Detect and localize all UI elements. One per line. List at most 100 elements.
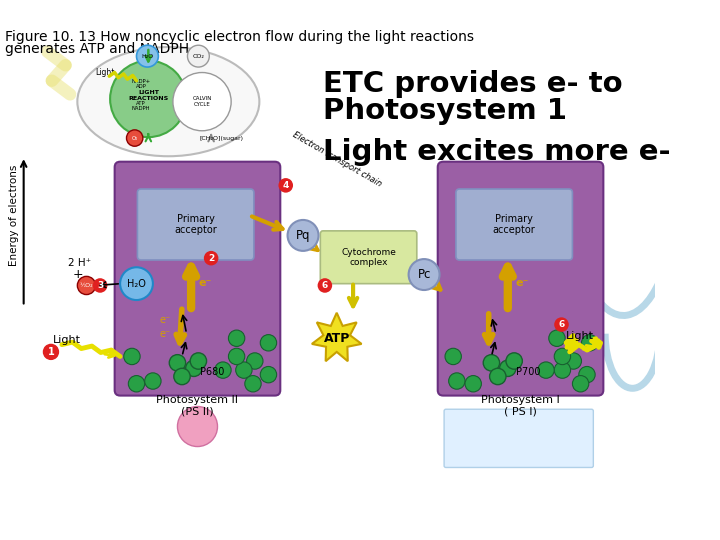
Circle shape [247, 353, 263, 369]
Text: e⁻: e⁻ [160, 329, 171, 339]
Circle shape [110, 60, 186, 137]
Circle shape [245, 375, 261, 392]
Circle shape [554, 348, 570, 364]
Text: CYCLE: CYCLE [194, 102, 210, 107]
Text: e⁻: e⁻ [515, 278, 528, 288]
FancyBboxPatch shape [114, 161, 280, 396]
Circle shape [260, 367, 276, 383]
Circle shape [169, 355, 186, 371]
Text: 4: 4 [282, 181, 289, 190]
Text: LIGHT: LIGHT [138, 90, 159, 95]
Text: 2 H⁺: 2 H⁺ [68, 258, 91, 268]
Circle shape [409, 259, 439, 290]
Text: NADPH: NADPH [132, 106, 150, 111]
FancyBboxPatch shape [138, 189, 254, 260]
Circle shape [465, 375, 482, 392]
Text: e⁻: e⁻ [160, 315, 171, 325]
Circle shape [145, 373, 161, 389]
Circle shape [174, 368, 190, 384]
Circle shape [445, 348, 462, 364]
Circle shape [235, 362, 252, 379]
Text: H₂O: H₂O [127, 279, 146, 289]
Circle shape [538, 362, 554, 379]
Circle shape [318, 278, 332, 293]
Text: Light excites more e-: Light excites more e- [323, 138, 671, 166]
Circle shape [565, 353, 582, 369]
Text: ½O₂: ½O₂ [80, 283, 94, 288]
Circle shape [490, 368, 506, 384]
Text: Primary
acceptor: Primary acceptor [174, 214, 217, 235]
Text: 1: 1 [48, 347, 54, 357]
Text: 6: 6 [559, 320, 564, 329]
FancyBboxPatch shape [456, 189, 572, 260]
Circle shape [128, 375, 145, 392]
Text: ETC provides e- to: ETC provides e- to [323, 70, 623, 98]
Circle shape [120, 267, 153, 300]
Circle shape [554, 362, 570, 379]
FancyBboxPatch shape [438, 161, 603, 396]
Text: O₂: O₂ [132, 136, 138, 140]
Circle shape [579, 367, 595, 383]
Text: P680: P680 [200, 367, 225, 377]
Circle shape [582, 335, 598, 351]
Text: CO₂: CO₂ [192, 53, 204, 59]
Circle shape [187, 45, 210, 67]
Text: Light: Light [53, 335, 81, 345]
Text: 6: 6 [322, 281, 328, 290]
Text: [CH₂O](sugar): [CH₂O](sugar) [199, 136, 243, 140]
Circle shape [228, 348, 245, 364]
Circle shape [500, 360, 516, 376]
Text: e⁻: e⁻ [199, 278, 212, 288]
Circle shape [287, 220, 318, 251]
Text: Light: Light [96, 68, 115, 77]
Circle shape [260, 335, 276, 351]
Text: Pq: Pq [296, 229, 310, 242]
Text: 3: 3 [97, 281, 103, 290]
Text: Pc: Pc [418, 268, 431, 281]
Text: ADP: ADP [135, 84, 146, 89]
Circle shape [186, 360, 202, 376]
Circle shape [554, 318, 569, 332]
Circle shape [127, 130, 143, 146]
Text: REACTIONS: REACTIONS [128, 97, 168, 102]
Circle shape [228, 330, 245, 347]
Text: Figure 10. 13 How noncyclic electron flow during the light reactions: Figure 10. 13 How noncyclic electron flo… [6, 30, 474, 44]
Circle shape [190, 353, 207, 369]
Circle shape [177, 407, 217, 447]
Ellipse shape [77, 47, 259, 156]
Text: Photosystem 1: Photosystem 1 [323, 97, 567, 125]
Circle shape [572, 375, 589, 392]
Text: generates ATP and NADPH: generates ATP and NADPH [6, 42, 189, 56]
Text: H₂O: H₂O [141, 53, 153, 59]
Circle shape [173, 72, 231, 131]
Text: NADP+: NADP+ [132, 79, 150, 84]
Circle shape [279, 178, 293, 193]
Text: Cytochrome
complex: Cytochrome complex [341, 247, 396, 267]
Text: +: + [73, 268, 84, 281]
Circle shape [93, 278, 107, 293]
FancyBboxPatch shape [320, 231, 417, 284]
Circle shape [42, 344, 59, 360]
Circle shape [215, 362, 231, 379]
Circle shape [77, 276, 96, 295]
Text: ATP: ATP [323, 332, 350, 345]
Circle shape [449, 373, 465, 389]
Text: Photosystem II
(PS II): Photosystem II (PS II) [156, 395, 238, 416]
Text: Electron transport chain: Electron transport chain [291, 130, 383, 188]
Text: Light: Light [566, 330, 594, 341]
Text: P700: P700 [516, 367, 541, 377]
Circle shape [549, 330, 565, 347]
Polygon shape [312, 313, 361, 361]
Text: Photosystem I
( PS I): Photosystem I ( PS I) [481, 395, 560, 416]
Text: 2: 2 [208, 254, 215, 262]
Text: ATP: ATP [136, 101, 146, 106]
Circle shape [483, 355, 500, 371]
Circle shape [204, 251, 218, 266]
FancyBboxPatch shape [444, 409, 593, 468]
Circle shape [137, 45, 158, 67]
Text: Primary
acceptor: Primary acceptor [492, 214, 536, 235]
Text: CALVIN: CALVIN [192, 97, 212, 102]
Circle shape [506, 353, 522, 369]
Circle shape [124, 348, 140, 364]
Text: Energy of electrons: Energy of electrons [9, 165, 19, 266]
